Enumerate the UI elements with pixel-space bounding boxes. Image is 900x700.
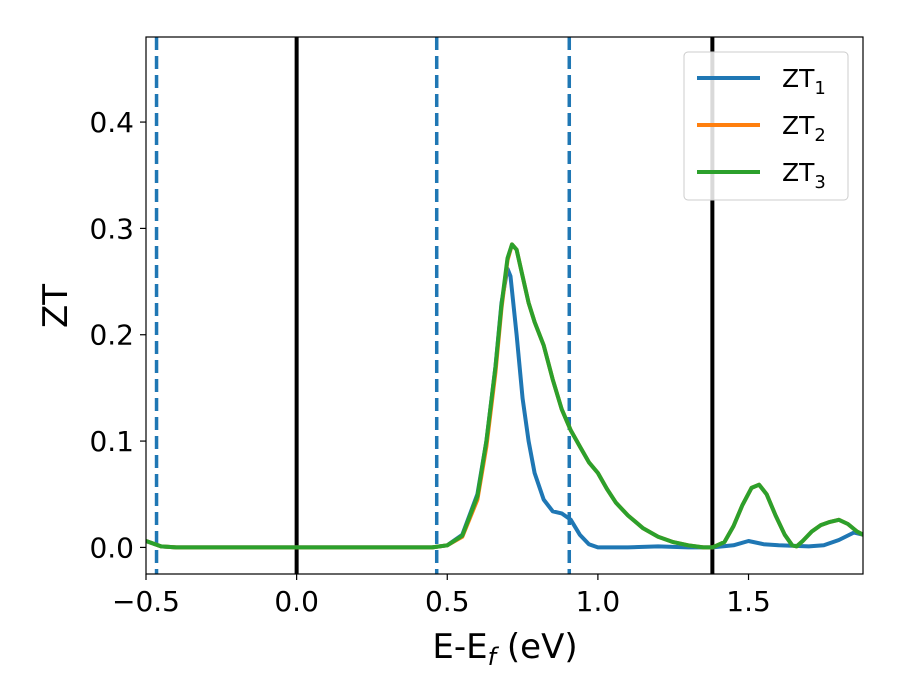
x-axis-ticks: −0.5 0.0 0.5 1.0 1.5 — [112, 574, 771, 618]
x-tick-label: 1.5 — [726, 585, 771, 618]
x-axis-title-main: E-E — [432, 627, 487, 667]
series-line-zt1 — [146, 266, 863, 550]
y-tick-label: 0.4 — [89, 106, 134, 139]
y-tick-label: 0.0 — [89, 531, 134, 564]
legend: ZT1 ZT2 ZT3 — [683, 51, 849, 201]
x-axis-title-tail: (eV) — [496, 627, 578, 667]
x-tick-label: −0.5 — [112, 585, 180, 618]
legend-label-zt2: ZT2 — [782, 111, 826, 146]
y-axis-ticks: 0.0 0.1 0.2 0.3 0.4 — [89, 106, 146, 564]
x-tick-label: 0.0 — [274, 585, 319, 618]
y-tick-label: 0.3 — [89, 212, 134, 245]
x-tick-label: 1.0 — [576, 585, 621, 618]
series-line-zt3 — [146, 242, 863, 550]
legend-box — [683, 51, 849, 201]
x-axis-title: E-Ef (eV) — [432, 627, 577, 671]
legend-label-zt1: ZT1 — [782, 64, 826, 99]
y-tick-label: 0.1 — [89, 425, 134, 458]
y-axis-title: ZT — [36, 284, 76, 328]
plot-frame — [145, 36, 864, 575]
x-tick-label: 0.5 — [425, 585, 470, 618]
y-tick-label: 0.2 — [89, 319, 134, 352]
plot-area — [146, 37, 863, 574]
legend-label-zt3: ZT3 — [782, 158, 826, 193]
